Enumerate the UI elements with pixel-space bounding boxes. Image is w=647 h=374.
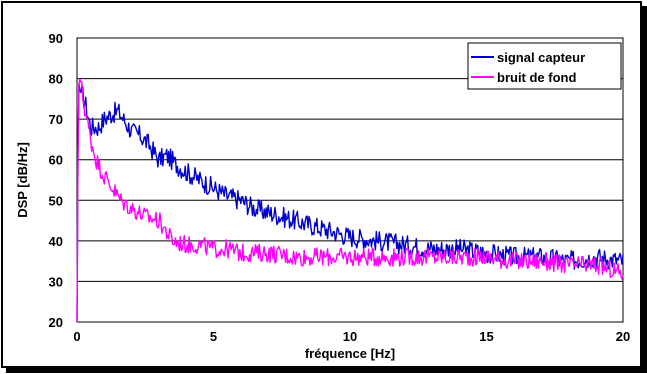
y-tick-label: 60 — [49, 153, 63, 168]
y-tick-label: 30 — [49, 274, 63, 289]
x-axis-label: fréquence [Hz] — [305, 346, 395, 361]
y-tick-label: 20 — [49, 315, 63, 330]
legend-label-signal-capteur: signal capteur — [497, 50, 585, 65]
plot-area — [76, 37, 624, 323]
y-tick-label: 50 — [49, 193, 63, 208]
x-tick-label: 20 — [616, 329, 630, 344]
legend-label-bruit-de-fond: bruit de fond — [497, 70, 576, 85]
series-layer — [76, 78, 624, 323]
y-axis-label: DSP [dB/Hz] — [15, 142, 30, 218]
y-tick-label: 80 — [49, 72, 63, 87]
chart-frame: 20 30 40 50 60 70 80 90 0 5 10 15 20 fréquence [Hz] … — [1, 1, 642, 368]
series-line-bruit-de-fond — [76, 78, 624, 323]
y-tick-label: 40 — [49, 234, 63, 249]
y-tick-label: 70 — [49, 112, 63, 127]
x-tick-label: 5 — [210, 329, 217, 344]
x-tick-label: 0 — [73, 329, 80, 344]
tick-labels: 20 30 40 50 60 70 80 90 0 5 10 15 20 — [49, 31, 631, 344]
legend: signal capteur bruit de fond — [467, 42, 622, 90]
y-tick-label: 90 — [49, 31, 63, 46]
legend-box — [467, 42, 622, 90]
series-line-signal-capteur — [76, 83, 624, 323]
x-tick-label: 10 — [343, 329, 357, 344]
x-tick-label: 15 — [479, 329, 493, 344]
